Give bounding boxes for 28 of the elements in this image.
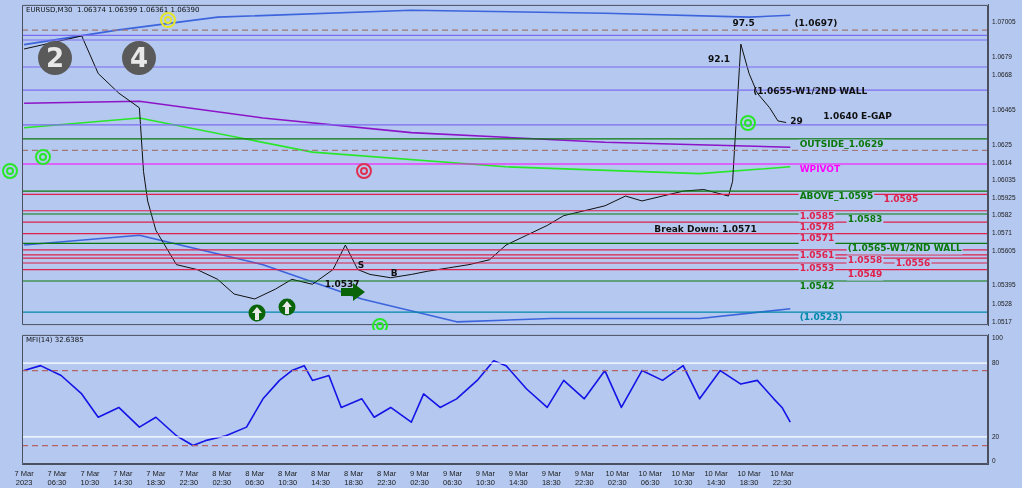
- ref-line-label: 1.0571: [799, 233, 835, 244]
- annotation: 1.0640 E-GAP: [823, 110, 893, 121]
- ref-line-label: WPIVOT: [799, 163, 841, 174]
- annotation: B: [390, 267, 398, 278]
- ref-line-label: 1.0583: [847, 213, 883, 224]
- ref-line-label: (1.0565-W1/2ND WALL: [847, 243, 962, 254]
- ref-line-label: 1.0578: [799, 222, 835, 233]
- ref-line-label: ABOVE_1.0595: [799, 190, 874, 201]
- ref-line-label: 1.0542: [799, 280, 835, 291]
- ref-line-label: 1.0549: [847, 269, 883, 280]
- ref-line-label: 1.0585: [799, 210, 835, 221]
- number-badge: 2: [38, 41, 72, 75]
- ref-line-label: OUTSIDE_1.0629: [799, 138, 884, 149]
- ref-line-label: 1.0558: [847, 254, 883, 265]
- ref-line-label: 1.0561: [799, 249, 835, 260]
- annotation: 29: [790, 115, 803, 126]
- annotation: 1.0537: [324, 279, 360, 290]
- annotation: 92.1: [707, 53, 731, 64]
- annotation: (1.0697): [794, 17, 838, 28]
- ref-line-label: 1.0556: [895, 257, 931, 268]
- annotation: Break Down: 1.0571: [654, 223, 757, 234]
- number-badge: 4: [122, 41, 156, 75]
- annotation: S: [357, 259, 365, 270]
- ref-line-label: 1.0595: [883, 194, 919, 205]
- ref-line-label: 1.0553: [799, 262, 835, 273]
- ref-line-label: (1.0523): [799, 311, 843, 322]
- annotation: (1.0655-W1/2ND WALL: [753, 86, 868, 97]
- annotation: 97.5: [732, 17, 755, 28]
